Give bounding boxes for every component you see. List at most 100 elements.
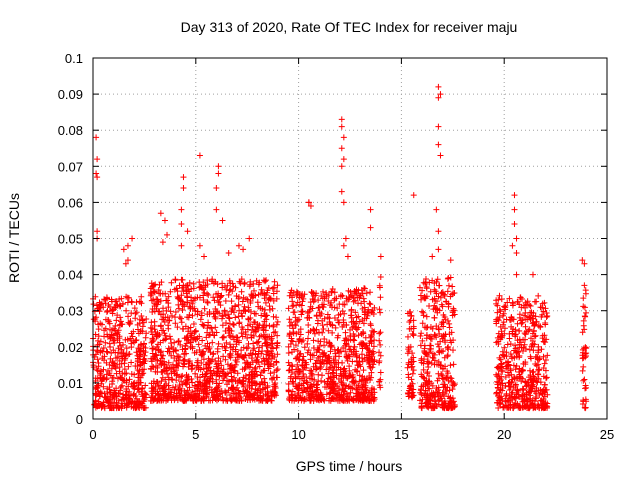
data-point (344, 253, 351, 260)
data-point (443, 387, 450, 394)
data-point (184, 293, 191, 300)
data-point (203, 334, 210, 341)
data-point (249, 359, 256, 366)
data-point (445, 393, 452, 400)
y-tick-label: 0.07 (58, 159, 83, 174)
data-point (107, 355, 114, 362)
data-point (521, 330, 528, 337)
data-point (509, 242, 516, 249)
data-point (301, 396, 308, 403)
data-point (148, 319, 155, 326)
data-point (222, 356, 229, 363)
data-point (225, 314, 232, 321)
data-point (199, 349, 206, 356)
data-point (512, 326, 519, 333)
data-point (185, 286, 192, 293)
data-point (323, 391, 330, 398)
data-point (175, 301, 182, 308)
data-point (248, 331, 255, 338)
data-point (512, 394, 519, 401)
data-point (152, 390, 159, 397)
data-point (273, 288, 280, 295)
data-point (252, 364, 259, 371)
data-point (159, 374, 166, 381)
data-point (342, 329, 349, 336)
data-point (214, 384, 221, 391)
data-point (421, 347, 428, 354)
data-point (315, 378, 322, 385)
data-point (504, 369, 511, 376)
data-point (138, 300, 145, 307)
data-point (494, 309, 501, 316)
data-point (178, 378, 185, 385)
data-point (439, 303, 446, 310)
data-point (442, 316, 449, 323)
data-point (417, 389, 424, 396)
data-point (100, 366, 107, 373)
data-point (497, 356, 504, 363)
data-point (161, 217, 168, 224)
data-point (513, 390, 520, 397)
data-point (172, 320, 179, 327)
data-point (364, 357, 371, 364)
data-point (199, 337, 206, 344)
data-point (174, 371, 181, 378)
data-point (493, 390, 500, 397)
data-point (138, 293, 145, 300)
y-tick-label: 0.08 (58, 123, 83, 138)
data-point (376, 378, 383, 385)
data-point (256, 363, 263, 370)
data-point (356, 386, 363, 393)
x-tick-label: 15 (394, 427, 408, 442)
data-point (214, 309, 221, 316)
x-tick-label: 10 (291, 427, 305, 442)
data-point (498, 334, 505, 341)
data-point (181, 357, 188, 364)
data-point (250, 347, 257, 354)
data-point (359, 396, 366, 403)
data-point (274, 332, 281, 339)
data-point (504, 299, 511, 306)
data-point (213, 395, 220, 402)
data-point (261, 323, 268, 330)
data-point (528, 387, 535, 394)
data-point (122, 355, 129, 362)
data-point (261, 375, 268, 382)
data-point (123, 307, 130, 314)
data-point (238, 353, 245, 360)
data-point (326, 319, 333, 326)
data-point (175, 338, 182, 345)
data-point (142, 404, 149, 411)
data-point (120, 341, 127, 348)
data-point (429, 253, 436, 260)
data-point (257, 388, 264, 395)
data-point (540, 353, 547, 360)
data-point (436, 330, 443, 337)
data-point (285, 359, 292, 366)
data-point (274, 318, 281, 325)
data-point (255, 338, 262, 345)
data-point (226, 315, 233, 322)
data-point (208, 325, 215, 332)
data-point (274, 339, 281, 346)
data-point (424, 392, 431, 399)
data-point (228, 305, 235, 312)
data-point (233, 394, 240, 401)
data-point (377, 294, 384, 301)
data-point (422, 280, 429, 287)
data-point (183, 396, 190, 403)
data-point (498, 377, 505, 384)
data-point (147, 324, 154, 331)
data-point (355, 382, 362, 389)
data-point (447, 362, 454, 369)
data-point (209, 356, 216, 363)
data-point (435, 123, 442, 130)
data-point (260, 327, 267, 334)
data-point (113, 330, 120, 337)
data-point (441, 354, 448, 361)
data-point (528, 309, 535, 316)
data-point (167, 288, 174, 295)
data-point (439, 372, 446, 379)
data-point (209, 339, 216, 346)
data-point (524, 313, 531, 320)
